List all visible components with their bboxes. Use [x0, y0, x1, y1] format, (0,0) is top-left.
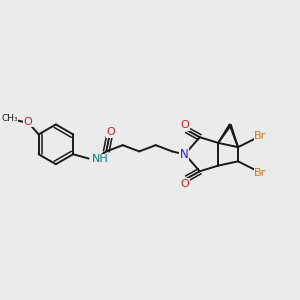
Text: N: N [180, 148, 188, 161]
Text: CH₃: CH₃ [2, 114, 18, 123]
Text: Br: Br [254, 131, 266, 141]
Text: O: O [180, 120, 189, 130]
Text: Br: Br [254, 168, 266, 178]
Text: O: O [106, 127, 115, 137]
Text: O: O [180, 178, 189, 188]
Text: O: O [24, 117, 32, 127]
Text: NH: NH [92, 154, 109, 164]
